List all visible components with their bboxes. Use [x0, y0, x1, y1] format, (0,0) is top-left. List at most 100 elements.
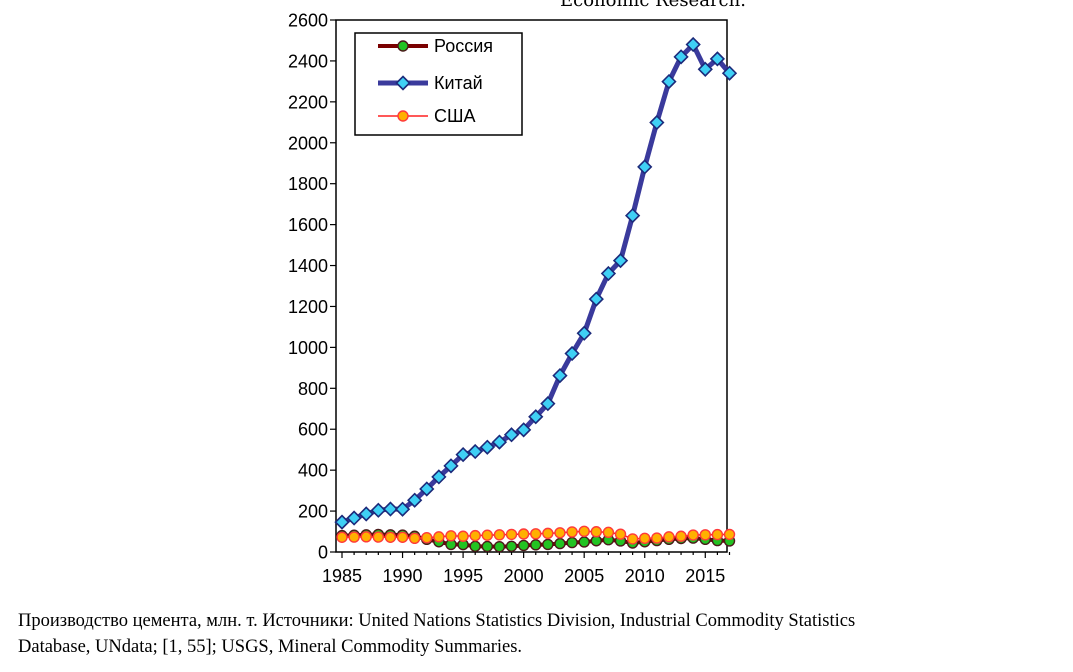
data-point	[721, 65, 738, 81]
data-point	[663, 531, 675, 543]
y-tick-label: 2400	[288, 51, 328, 71]
x-axis: 1985 1990 1995 2000 2005 2010 2015	[322, 552, 731, 586]
data-point	[554, 527, 566, 539]
legend-marker	[397, 40, 409, 52]
legend-marker	[395, 75, 411, 91]
data-point	[481, 540, 494, 553]
data-point	[396, 531, 409, 543]
data-point	[711, 528, 724, 541]
series-layer	[334, 36, 738, 553]
data-point	[685, 36, 701, 53]
data-point	[505, 528, 518, 541]
data-point	[517, 539, 530, 552]
x-tick-label: 2000	[504, 566, 544, 586]
data-point	[491, 434, 508, 450]
series-usa	[336, 525, 736, 545]
y-tick-label: 2200	[288, 92, 328, 112]
data-point	[588, 291, 604, 307]
data-point	[675, 530, 687, 542]
y-tick-label: 1400	[288, 256, 328, 276]
data-point	[479, 439, 495, 455]
data-point	[673, 49, 689, 65]
header-fragment: Economic Research.	[560, 0, 746, 11]
data-point	[419, 481, 435, 497]
data-point	[602, 526, 615, 539]
data-point	[530, 539, 542, 551]
data-point	[431, 469, 447, 485]
x-tick-label: 1985	[322, 566, 362, 586]
legend-label: Россия	[434, 36, 493, 56]
x-tick-label: 2005	[564, 566, 604, 586]
data-point	[637, 159, 653, 175]
data-point	[542, 538, 554, 551]
data-point	[503, 427, 520, 443]
y-tick-label: 1000	[288, 338, 328, 358]
data-point	[433, 531, 445, 543]
data-point	[590, 526, 602, 538]
data-point	[408, 532, 421, 544]
y-tick-label: 2600	[288, 11, 328, 31]
data-point	[346, 510, 362, 526]
caption-line-1: Производство цемента, млн. т. Источники:…	[18, 611, 856, 631]
data-point	[699, 529, 711, 541]
y-axis: 0 200 400 600 800 1000 1200 1400 1600 1800 2000 220…	[288, 11, 336, 563]
data-point	[334, 514, 350, 530]
data-point	[530, 528, 542, 540]
y-tick-label: 1600	[288, 215, 328, 235]
data-point	[639, 532, 651, 544]
data-point	[566, 536, 578, 549]
legend-marker	[397, 110, 409, 122]
data-point	[661, 73, 677, 90]
data-point	[336, 531, 348, 543]
data-point	[564, 345, 580, 362]
x-tick-label: 1995	[443, 566, 483, 586]
data-point	[372, 531, 385, 543]
data-point	[382, 501, 399, 517]
data-point	[578, 525, 590, 538]
data-point	[457, 530, 469, 542]
data-point	[443, 458, 459, 474]
data-point	[493, 529, 506, 541]
data-point	[697, 61, 713, 77]
x-tick-label: 2010	[625, 566, 665, 586]
data-point	[687, 529, 699, 541]
x-tick-label: 1990	[383, 566, 423, 586]
data-point	[576, 325, 592, 341]
caption-line-2: Database, UNdata; [1, 55]; USGS, Mineral…	[18, 637, 523, 657]
data-point	[481, 529, 494, 541]
data-point	[394, 501, 411, 517]
y-tick-label: 400	[298, 461, 328, 481]
data-point	[360, 531, 372, 543]
data-point	[528, 409, 544, 425]
data-point	[384, 531, 397, 543]
data-point	[421, 531, 433, 544]
data-point	[626, 533, 639, 545]
data-point	[493, 540, 506, 553]
y-tick-label: 800	[298, 379, 328, 399]
legend-box	[354, 32, 523, 136]
data-point	[624, 207, 641, 224]
data-point	[407, 492, 423, 508]
data-point	[709, 51, 726, 67]
data-point	[651, 532, 663, 544]
data-point	[723, 528, 736, 541]
data-point	[469, 540, 481, 552]
data-point	[554, 537, 566, 550]
data-point	[455, 446, 471, 463]
legend-label: США	[434, 106, 476, 126]
y-tick-label: 1200	[288, 297, 328, 317]
data-point	[614, 528, 627, 540]
data-point	[516, 422, 532, 438]
y-tick-label: 1800	[288, 174, 328, 194]
data-point	[505, 540, 518, 552]
y-tick-label: 600	[298, 420, 328, 440]
data-point	[467, 443, 483, 460]
data-point	[566, 526, 578, 538]
data-point	[445, 530, 457, 542]
y-tick-label: 0	[318, 543, 328, 563]
data-point	[517, 528, 530, 540]
data-point	[612, 252, 629, 269]
data-point	[358, 506, 374, 522]
y-tick-label: 2000	[288, 133, 328, 153]
data-point	[348, 531, 360, 543]
